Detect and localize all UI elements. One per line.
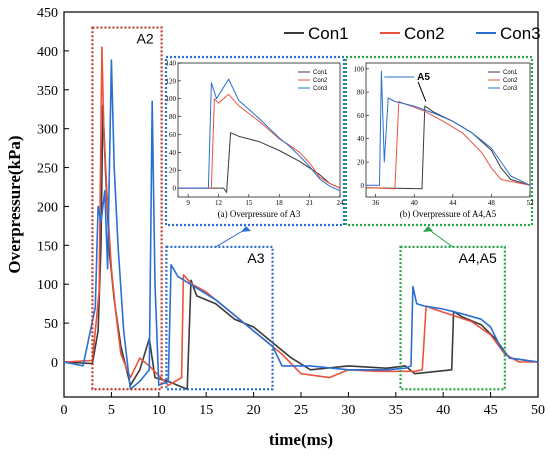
series-group — [64, 46, 538, 390]
inset-y-tick-label: 60 — [357, 112, 365, 120]
inset-y-tick-label: 80 — [357, 89, 365, 97]
inset-y-tick-label: 140 — [166, 60, 177, 68]
inset-plot-area — [365, 62, 531, 198]
legend-label: Con1 — [308, 24, 349, 43]
series-line-con3 — [64, 59, 538, 390]
inset-y-tick-label: 40 — [169, 149, 177, 157]
connector-arrowhead — [423, 226, 433, 232]
y-axis-label: Overpressure(kPa) — [5, 135, 24, 273]
inset-series-line-con2 — [178, 93, 340, 189]
inset-series-line-con1 — [178, 132, 340, 193]
inset-y-tick-label: 60 — [169, 131, 177, 139]
connector-arrow — [215, 228, 247, 248]
inset-annotation: A5 — [417, 72, 430, 83]
x-tick-label: 45 — [484, 403, 498, 418]
inset-annotation-arrow — [417, 81, 427, 102]
inset-legend-label: Con1 — [313, 70, 328, 76]
inset-legend-label: Con2 — [313, 78, 328, 84]
y-tick-label: 50 — [44, 317, 58, 332]
x-tick-label: 25 — [294, 403, 308, 418]
inset-series-line-con3 — [366, 70, 530, 186]
inset-b: 36 40 44 48 52 0 20 40 60 80 100 Con1 Con2 Con3 A5 (b) … — [344, 55, 535, 227]
inset-y-tick-label: 80 — [169, 113, 177, 121]
inset-x-tick-label: 18 — [276, 199, 284, 207]
connector-arrowhead — [241, 226, 251, 232]
x-axis-label: time(ms) — [269, 430, 333, 449]
y-tick-label: 350 — [37, 84, 58, 99]
inset-series-line-con3 — [178, 78, 340, 192]
region-box-a2 — [91, 26, 163, 391]
inset-legend-label: Con3 — [313, 86, 328, 92]
y-tick-label: 250 — [37, 162, 58, 177]
inset-y-tick-label: 20 — [357, 159, 365, 167]
region-label: A3 — [247, 250, 264, 266]
region-label: A2 — [137, 31, 154, 47]
y-tick-label: 100 — [37, 278, 58, 293]
x-tick-label: 15 — [199, 403, 213, 418]
inset-y-tick-label: 20 — [169, 167, 177, 175]
x-tick-label: 30 — [341, 403, 355, 418]
x-tick-label: 40 — [436, 403, 450, 418]
x-tick-label: 5 — [108, 403, 115, 418]
connector-arrow — [427, 228, 453, 248]
x-tick-label: 50 — [531, 403, 545, 418]
inset-series-group — [178, 78, 340, 193]
inset-x-tick-label: 15 — [245, 199, 253, 207]
inset-x-tick-label: 48 — [488, 199, 496, 207]
inset-y-tick-label: 0 — [361, 182, 365, 190]
legend-label: Con3 — [500, 24, 541, 43]
inset-x-tick-label: 52 — [527, 199, 535, 207]
inset-x-tick-label: 40 — [411, 199, 419, 207]
inset-x-tick-label: 44 — [449, 199, 457, 207]
x-tick-label: 35 — [389, 403, 403, 418]
x-tick-label: 0 — [61, 403, 68, 418]
x-tick-label: 10 — [152, 403, 166, 418]
inset-legend-label: Con3 — [503, 86, 518, 92]
inset-y-tick-label: 40 — [357, 135, 365, 143]
inset-y-tick-label: 100 — [166, 95, 177, 103]
inset-caption: (b) Overpressure of A4,A5 — [400, 209, 497, 219]
inset-series-group — [366, 70, 530, 190]
y-tick-label: 300 — [37, 123, 58, 138]
region-label: A4,A5 — [459, 250, 497, 266]
y-tick-label: 400 — [37, 45, 58, 60]
inset-x-tick-label: 21 — [306, 199, 314, 207]
y-tick-label: 200 — [37, 200, 58, 215]
inset-y-tick-label: 0 — [173, 185, 177, 193]
inset-y-tick-label: 120 — [166, 77, 177, 85]
inset-x-tick-label: 36 — [372, 199, 380, 207]
inset-x-tick-label: 9 — [186, 199, 190, 207]
inset-y-tick-label: 100 — [354, 65, 365, 73]
y-tick-label: 0 — [51, 356, 58, 371]
y-tick-label: 150 — [37, 239, 58, 254]
legend-label: Con2 — [404, 24, 445, 43]
inset-x-tick-label: 24 — [337, 199, 345, 207]
inset-legend-label: Con2 — [503, 78, 518, 84]
region-box-a3 — [165, 245, 274, 391]
y-tick-label: 450 — [37, 6, 58, 21]
inset-x-tick-label: 12 — [215, 199, 223, 207]
inset-plot-area — [177, 62, 341, 198]
inset-series-line-con2 — [366, 101, 530, 190]
inset-legend-label: Con1 — [503, 70, 518, 76]
x-tick-label: 20 — [247, 403, 261, 418]
inset-a: 9 12 15 18 21 24 0 20 40 60 80 100 120 140 Con1 Con2 Con… — [164, 55, 346, 227]
inset-caption: (a) Overpressure of A3 — [218, 209, 301, 219]
